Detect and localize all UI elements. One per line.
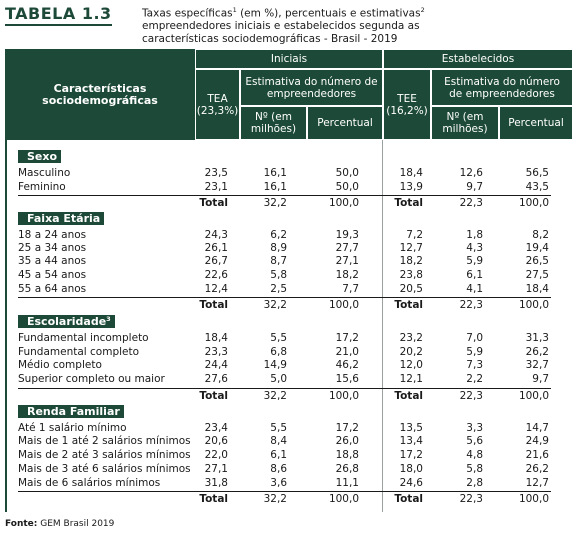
table-row: 35 a 44 anos 26,7 8,7 27,1 18,2 5,9 26,5: [18, 255, 549, 267]
section-header-sexo: Sexo: [18, 150, 62, 163]
total-row: Total 32,2 100,0 Total 22,3 100,0: [18, 195, 551, 210]
section-header-faixa-etaria: Faixa Etária: [18, 212, 105, 225]
table-row: Mais de 2 até 3 salários mínimos 22,0 6,1 1…: [18, 449, 549, 461]
table-header: Características sociodemográficas Inicia…: [5, 49, 573, 140]
header-estabelecidos: Estabelecidos: [383, 49, 573, 69]
header-numero-estabelecidos: Nº (em milhões): [431, 106, 499, 140]
section-header-escolaridade: Escolaridade3: [18, 315, 115, 328]
header-iniciais: Iniciais: [195, 49, 383, 69]
table-label: TABELA 1.3: [5, 5, 112, 26]
table-row: Masculino 23,5 16,1 50,0 18,4 12,6 56,5: [18, 167, 549, 179]
table-row: Médio completo 24,4 14,9 46,2 12,0 7,3 32,7: [18, 359, 549, 371]
header-numero-iniciais: Nº (em milhões): [240, 106, 307, 140]
table-row: 55 a 64 anos 12,4 2,5 7,7 20,5 4,1 18,4: [18, 283, 549, 295]
table-row: Mais de 3 até 6 salários mínimos 27,1 8,6 2…: [18, 463, 549, 475]
table-row: Até 1 salário mínimo 23,4 5,5 17,2 13,5 3,3 14…: [18, 422, 549, 434]
table-row: Feminino 23,1 16,1 50,0 13,9 9,7 43,5: [18, 181, 549, 193]
table-row: 18 a 24 anos 24,3 6,2 19,3 7,2 1,8 8,2: [18, 229, 549, 241]
column-divider: [382, 140, 383, 512]
header-estimativa-iniciais: Estimativa do número de empreendedores: [240, 69, 383, 106]
table-row: Fundamental completo 23,3 6,8 21,0 20,2 5,9 26…: [18, 346, 549, 358]
section-header-renda-familiar: Renda Familiar: [18, 405, 124, 418]
table-row: Superior completo ou maior 27,6 5,0 15,6 12,…: [18, 373, 549, 385]
header-tea: TEA (23,3%): [195, 69, 240, 140]
header-estimativa-estabelecidos: Estimativa do número de empreendedores: [431, 69, 573, 106]
total-row: Total 32,2 100,0 Total 22,3 100,0: [18, 491, 551, 506]
source-note: Fonte: GEM Brasil 2019: [5, 519, 115, 529]
table-row: Mais de 6 salários mínimos 31,8 3,6 11,1 24,…: [18, 477, 549, 489]
table-description: Taxas específicas1 (em %), percentuais e…: [142, 6, 425, 45]
header-percentual-iniciais: Percentual: [307, 106, 383, 140]
total-row: Total 32,2 100,0 Total 22,3 100,0: [18, 297, 551, 312]
table-row: Mais de 1 até 2 salários mínimos 20,6 8,4 2…: [18, 435, 549, 447]
table-row: Fundamental incompleto 18,4 5,5 17,2 23,2 7,0…: [18, 332, 549, 344]
total-row: Total 32,2 100,0 Total 22,3 100,0: [18, 388, 551, 403]
header-tee: TEE (16,2%): [383, 69, 431, 140]
header-characteristics: Características sociodemográficas: [42, 81, 158, 107]
header-percentual-estabelecidos: Percentual: [499, 106, 573, 140]
table-row: 45 a 54 anos 22,6 5,8 18,2 23,8 6,1 27,5: [18, 269, 549, 281]
left-border: [5, 140, 7, 512]
table-row: 25 a 34 anos 26,1 8,9 27,7 12,7 4,3 19,4: [18, 242, 549, 254]
